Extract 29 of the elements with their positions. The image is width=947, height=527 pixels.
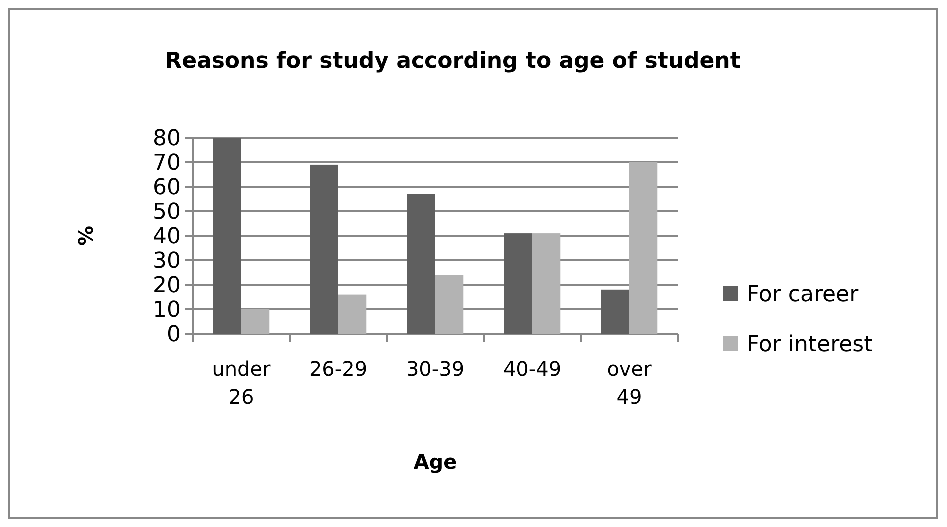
bar bbox=[310, 164, 338, 334]
legend-label: For interest bbox=[747, 332, 874, 358]
y-tick-label: 80 bbox=[153, 126, 181, 152]
bar bbox=[407, 194, 436, 334]
y-axis-title: % bbox=[74, 226, 98, 246]
x-tick-label: over 49 bbox=[607, 357, 653, 409]
y-tick-label: 10 bbox=[153, 298, 181, 324]
x-tick-label: under 26 bbox=[212, 357, 272, 409]
y-tick-label: 0 bbox=[167, 322, 181, 348]
bar bbox=[630, 162, 658, 334]
y-tick-label: 20 bbox=[153, 274, 181, 299]
bar bbox=[504, 234, 532, 334]
y-tick-label: 50 bbox=[153, 200, 181, 226]
y-tick-label: 70 bbox=[153, 151, 181, 176]
bar bbox=[242, 310, 270, 334]
x-tick-label: 26-29 bbox=[309, 357, 368, 381]
chart-title: Reasons for study according to age of student bbox=[165, 49, 742, 74]
bar bbox=[601, 290, 630, 334]
y-tick-label: 40 bbox=[153, 224, 181, 250]
y-tick-label: 30 bbox=[153, 249, 181, 274]
y-tick-label: 60 bbox=[153, 176, 181, 201]
bar bbox=[436, 275, 464, 334]
bar bbox=[338, 294, 367, 334]
bar bbox=[213, 138, 242, 334]
bar bbox=[532, 234, 561, 334]
legend-label: For career bbox=[747, 282, 860, 308]
x-tick-label: 30-39 bbox=[406, 357, 465, 381]
x-axis-title: Age bbox=[414, 450, 458, 474]
x-tick-label: 40-49 bbox=[503, 357, 562, 381]
